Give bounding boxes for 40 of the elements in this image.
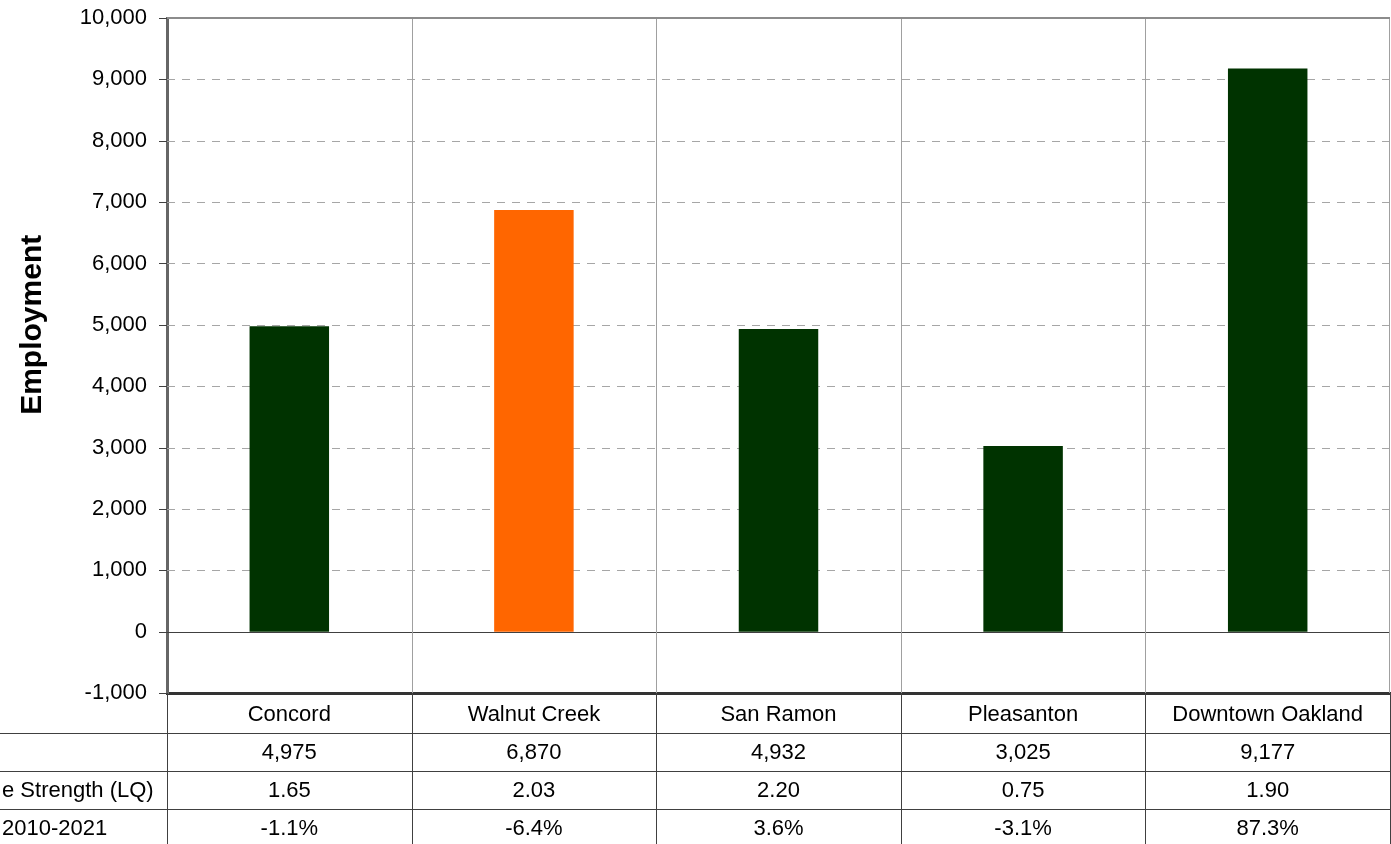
bar: [983, 446, 1063, 632]
x-tick-label: Pleasanton: [968, 701, 1079, 727]
text: 1.90: [1246, 777, 1290, 803]
text: -6.4%: [505, 815, 563, 841]
x-tick-label: Walnut Creek: [467, 701, 602, 727]
y-axis-title: Employment: [14, 234, 48, 415]
data-label: 3,025: [995, 739, 1051, 765]
text: 2.03: [512, 777, 556, 803]
y-tick-label: 3,000: [91, 433, 147, 459]
y-tick-label: 5,000: [91, 310, 147, 336]
y-tick-label: -1,000: [84, 679, 147, 705]
y-tick-label: 0: [134, 617, 147, 643]
bar: [738, 328, 819, 632]
x-tick-label: Downtown Oakland: [1172, 701, 1364, 727]
bar: [494, 210, 574, 632]
data-label: 9,177: [1240, 739, 1296, 765]
y-tick-label: 8,000: [91, 126, 147, 152]
text: 2010-2021: [2, 815, 108, 841]
data-label: 4,932: [750, 739, 807, 765]
bar: [1227, 68, 1308, 632]
y-tick-label: 9,000: [91, 65, 147, 91]
text: -3.1%: [994, 815, 1052, 841]
y-tick-label: 6,000: [91, 249, 147, 275]
text: e Strength (LQ): [2, 777, 154, 803]
data-label: 6,870: [506, 739, 562, 765]
y-tick-label: 7,000: [91, 188, 147, 214]
y-tick-label: 4,000: [91, 372, 147, 398]
y-tick-label: 1,000: [91, 556, 147, 582]
text: 0.75: [1001, 777, 1045, 803]
x-tick-label: San Ramon: [720, 701, 837, 727]
data-label: 4,975: [261, 739, 317, 765]
y-tick-label: 10,000: [79, 4, 147, 30]
x-tick-label: Concord: [247, 701, 331, 727]
text: -1.1%: [260, 815, 319, 841]
text: 2.20: [757, 777, 800, 803]
text: 87.3%: [1236, 815, 1299, 841]
text: 1.65: [267, 777, 311, 803]
text: 3.6%: [753, 815, 804, 841]
bar: [249, 326, 330, 632]
y-tick-label: 2,000: [91, 494, 147, 520]
